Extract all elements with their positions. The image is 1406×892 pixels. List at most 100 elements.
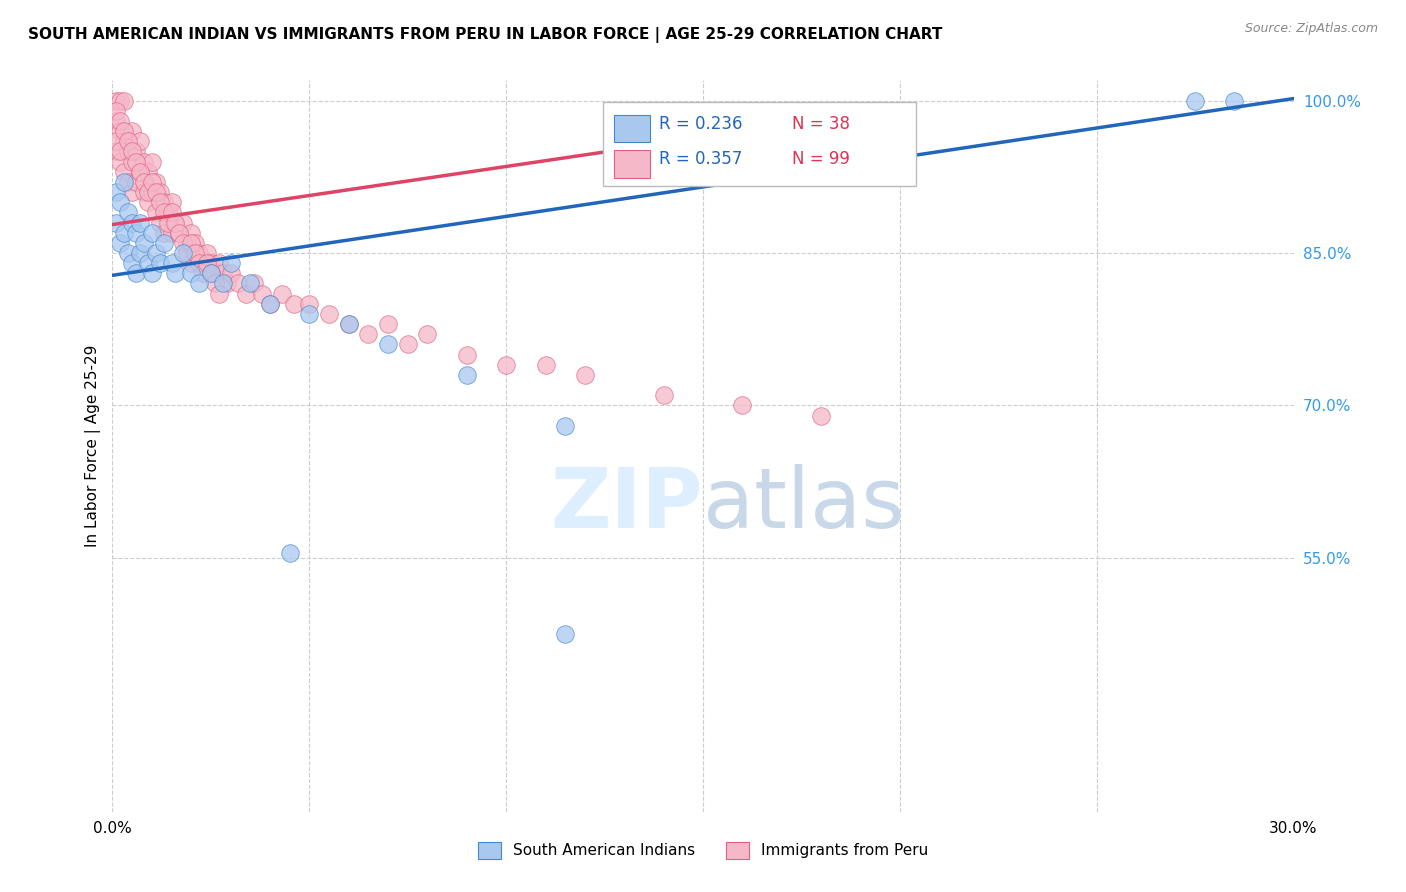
Text: SOUTH AMERICAN INDIAN VS IMMIGRANTS FROM PERU IN LABOR FORCE | AGE 25-29 CORRELA: SOUTH AMERICAN INDIAN VS IMMIGRANTS FROM… — [28, 27, 942, 43]
Point — [208, 286, 231, 301]
Point — [283, 297, 305, 311]
Point — [110, 154, 132, 169]
Point — [129, 215, 152, 229]
Point — [195, 246, 218, 260]
Point — [105, 94, 128, 108]
Point — [125, 175, 148, 189]
Point — [156, 205, 179, 219]
Text: N = 38: N = 38 — [792, 115, 849, 133]
Point — [105, 145, 128, 159]
Point — [298, 297, 321, 311]
Point — [152, 205, 174, 219]
Point — [184, 235, 207, 250]
Point — [117, 134, 139, 148]
Point — [180, 266, 202, 280]
Point — [211, 277, 233, 291]
Point — [117, 145, 139, 159]
Point — [152, 195, 174, 210]
Point — [259, 297, 281, 311]
Point — [141, 154, 163, 169]
Point — [145, 185, 167, 199]
Point — [191, 266, 214, 280]
Point — [160, 195, 183, 210]
Point — [200, 256, 222, 270]
Point — [377, 337, 399, 351]
Point — [149, 215, 172, 229]
Point — [129, 164, 152, 178]
Point — [112, 134, 135, 148]
Point — [188, 277, 211, 291]
Point — [270, 286, 292, 301]
Point — [129, 246, 152, 260]
Point — [117, 175, 139, 189]
Point — [200, 266, 222, 280]
Point — [121, 124, 143, 138]
Point — [121, 145, 143, 159]
Point — [554, 627, 576, 641]
Text: ZIP: ZIP — [551, 464, 703, 545]
Point — [136, 256, 159, 270]
Point — [121, 215, 143, 229]
Point — [377, 317, 399, 331]
Point — [136, 164, 159, 178]
Point — [141, 185, 163, 199]
Point — [125, 226, 148, 240]
Point — [136, 195, 159, 210]
FancyBboxPatch shape — [603, 103, 915, 186]
Point — [184, 246, 207, 260]
Point — [112, 94, 135, 108]
Point — [180, 226, 202, 240]
Point — [200, 266, 222, 280]
Point — [110, 124, 132, 138]
Point — [172, 215, 194, 229]
Point — [165, 215, 187, 229]
Point — [149, 195, 172, 210]
Point — [211, 266, 233, 280]
Point — [337, 317, 360, 331]
Point — [121, 154, 143, 169]
Point — [160, 205, 183, 219]
Point — [731, 398, 754, 412]
Point — [1223, 94, 1246, 108]
Point — [208, 256, 231, 270]
Point — [298, 307, 321, 321]
Point — [243, 277, 266, 291]
Point — [132, 175, 155, 189]
Point — [456, 347, 478, 362]
Point — [112, 175, 135, 189]
Point — [188, 256, 211, 270]
Point — [129, 164, 152, 178]
Point — [554, 418, 576, 433]
Point — [195, 256, 218, 270]
Text: R = 0.236: R = 0.236 — [659, 115, 742, 133]
Point — [141, 175, 163, 189]
Point — [110, 145, 132, 159]
Point — [132, 185, 155, 199]
Point — [112, 164, 135, 178]
Point — [152, 235, 174, 250]
Point — [112, 124, 135, 138]
Point — [250, 286, 273, 301]
Point — [112, 226, 135, 240]
Point — [121, 185, 143, 199]
Text: Source: ZipAtlas.com: Source: ZipAtlas.com — [1244, 22, 1378, 36]
Point — [110, 195, 132, 210]
Point — [105, 134, 128, 148]
Point — [110, 235, 132, 250]
Point — [574, 368, 596, 382]
Point — [219, 266, 242, 280]
Point — [125, 145, 148, 159]
Point — [172, 235, 194, 250]
Point — [165, 215, 187, 229]
Point — [149, 256, 172, 270]
Point — [105, 215, 128, 229]
Point — [204, 277, 226, 291]
Point — [105, 103, 128, 118]
Point — [176, 246, 198, 260]
Point — [136, 185, 159, 199]
Point — [160, 256, 183, 270]
Point — [125, 266, 148, 280]
Point — [105, 185, 128, 199]
Point — [219, 256, 242, 270]
Point — [149, 185, 172, 199]
